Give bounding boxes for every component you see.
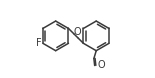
Text: O: O <box>97 60 105 70</box>
Text: F: F <box>36 38 42 48</box>
Text: O: O <box>74 27 82 37</box>
